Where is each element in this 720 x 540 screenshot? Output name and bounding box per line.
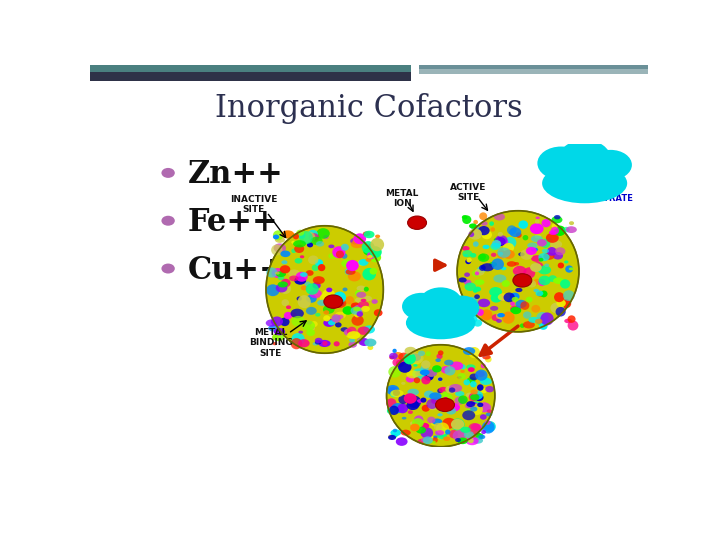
Bar — [419, 65, 648, 69]
Text: Cu++: Cu++ — [188, 255, 285, 286]
Circle shape — [161, 168, 175, 178]
Bar — [90, 65, 411, 72]
Bar — [90, 65, 411, 80]
Text: Zn++: Zn++ — [188, 159, 284, 191]
Circle shape — [161, 216, 175, 226]
Text: Fe++: Fe++ — [188, 207, 278, 238]
Circle shape — [161, 264, 175, 274]
Bar — [419, 65, 648, 74]
Text: Inorganic Cofactors: Inorganic Cofactors — [215, 93, 523, 124]
